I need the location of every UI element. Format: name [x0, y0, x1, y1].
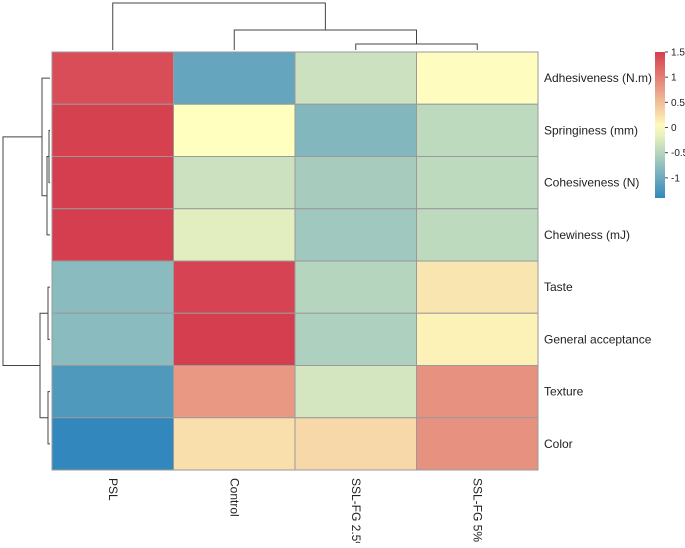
heatmap-cell-1-1: [173, 103, 296, 157]
row-dendrogram-branch: [47, 391, 50, 445]
row-label: Taste: [544, 280, 573, 294]
heatmap-cell-0-3: [416, 51, 539, 105]
heatmap-cell-7-0: [51, 417, 174, 471]
column-label: PSL: [106, 478, 120, 501]
heatmap-cell-4-0: [51, 260, 174, 314]
heatmap-cell-0-1: [173, 51, 296, 105]
heatmap-cell-5-2: [294, 312, 417, 366]
heatmap-cell-6-1: [173, 365, 296, 419]
heatmap-cell-3-2: [294, 208, 417, 262]
row-label: General acceptance: [544, 332, 652, 346]
heatmap-cell-2-1: [173, 156, 296, 210]
column-label: Control: [227, 478, 241, 517]
heatmap-cell-6-3: [416, 365, 539, 419]
row-label: Cohesiveness (N): [544, 176, 639, 190]
column-dendrogram-branch: [355, 43, 478, 50]
heatmap-cell-6-2: [294, 365, 417, 419]
heatmap-cell-4-2: [294, 260, 417, 314]
color-legend-label: 0.5: [671, 98, 685, 109]
row-label: Color: [544, 437, 573, 451]
heatmap-cell-2-0: [51, 156, 174, 210]
color-legend-label: -1: [671, 173, 680, 184]
heatmap-cell-5-0: [51, 312, 174, 366]
row-label: Texture: [544, 385, 584, 399]
heatmap-cell-7-3: [416, 417, 539, 471]
column-label: SSL-FG 5%: [470, 478, 484, 542]
color-legend-label: 1.5: [671, 48, 685, 59]
heatmap-cell-7-2: [294, 417, 417, 471]
heatmap-cell-3-0: [51, 208, 174, 262]
color-legend-label: 1: [671, 73, 677, 84]
heatmap-cell-0-2: [294, 51, 417, 105]
heatmap-cell-2-2: [294, 156, 417, 210]
heatmap-cell-3-1: [173, 208, 296, 262]
row-label: Adhesiveness (N.m): [544, 71, 652, 85]
column-dendrogram-branch: [233, 29, 417, 50]
heatmap-cell-7-1: [173, 417, 296, 471]
heatmap-cell-1-2: [294, 103, 417, 157]
heatmap-cell-0-0: [51, 51, 174, 105]
heatmap-cell-5-1: [173, 312, 296, 366]
row-label: Springiness (mm): [544, 123, 638, 137]
column-dendrogram-branch: [112, 2, 326, 50]
heatmap-cell-2-3: [416, 156, 539, 210]
row-dendrogram-branch: [48, 129, 50, 184]
column-label: SSL-FG 2.5%: [349, 478, 363, 543]
heatmap-cell-3-3: [416, 208, 539, 262]
heatmap-cell-5-3: [416, 312, 539, 366]
color-legend-label: -0.5: [671, 148, 685, 159]
row-dendrogram-branch: [39, 312, 48, 419]
color-legend-bar: [655, 52, 665, 198]
row-dendrogram-branch: [47, 286, 50, 340]
heatmap-cell-1-0: [51, 103, 174, 157]
color-legend-label: 0: [671, 123, 677, 134]
heatmap-cell-4-3: [416, 260, 539, 314]
row-dendrogram-branch: [2, 136, 42, 366]
heatmap-cell-1-3: [416, 103, 539, 157]
heatmap-cell-6-0: [51, 365, 174, 419]
row-label: Chewiness (mJ): [544, 228, 630, 242]
heatmap-cell-4-1: [173, 260, 296, 314]
